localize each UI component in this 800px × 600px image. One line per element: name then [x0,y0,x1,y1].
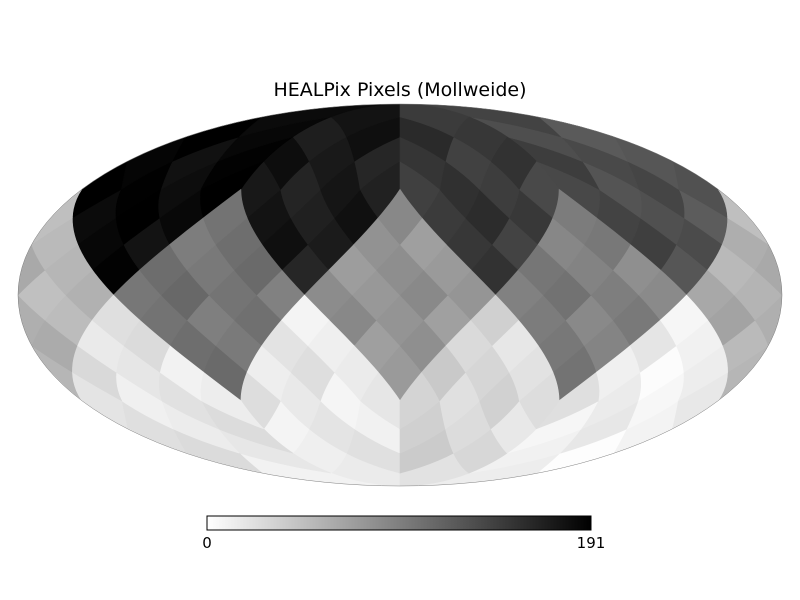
colorbar-gradient [206,515,592,531]
chart-title: HEALPix Pixels (Mollweide) [273,79,526,101]
healpix-pixel [399,104,561,138]
map-outline [17,103,783,487]
healpix-pixel [91,294,141,347]
colorbar: 0 191 [202,515,606,552]
healpix-pixel [377,188,423,245]
healpix-pixel [552,188,597,245]
healpix-pixel [330,104,401,138]
colorbar-max-label: 191 [577,534,606,552]
colorbar-min-label: 0 [202,534,212,552]
mollweide-map [18,104,782,486]
healpix-pixel [659,294,709,347]
healpix-pixel [281,294,330,347]
healpix-pixel [239,104,401,138]
healpix-pixel [470,294,519,347]
healpix-pixel [203,188,248,245]
healpix-pixel [399,104,470,138]
